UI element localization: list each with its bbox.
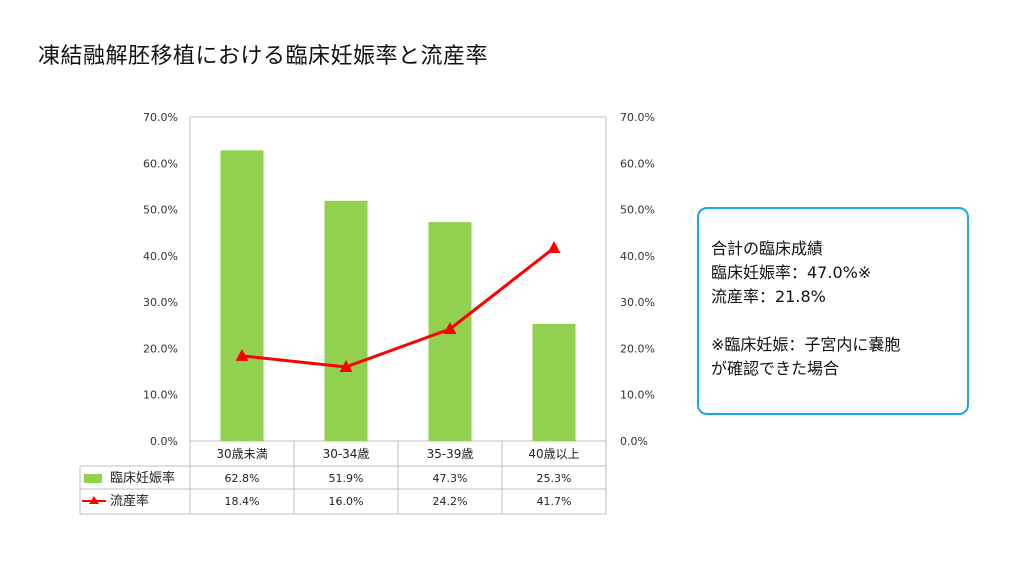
y-tick-label-right: 60.0% [620,157,655,170]
y-tick-label-left: 70.0% [143,111,178,124]
y-tick-label-left: 0.0% [150,435,178,448]
note-spacer [711,309,967,333]
table-value: 51.9% [329,472,364,485]
point-miscarriage-rate [339,359,353,372]
point-miscarriage-rate [235,348,249,361]
y-tick-label-left: 40.0% [143,250,178,263]
legend-label: 流産率 [110,493,149,509]
category-label: 30歳未満 [216,447,267,461]
table-value: 18.4% [225,495,260,508]
summary-note-box: 合計の臨床成績 臨床妊娠率：47.0%※ 流産率：21.8% ※臨床妊娠：子宮内… [697,207,969,415]
y-tick-label-left: 60.0% [143,157,178,170]
point-miscarriage-rate [547,240,561,253]
category-label: 30-34歳 [323,447,370,461]
table-value: 62.8% [225,472,260,485]
page-title: 凍結融解胚移植における臨床妊娠率と流産率 [38,44,489,69]
y-tick-label-left: 50.0% [143,204,178,217]
note-definition-2: が確認できた場合 [711,359,840,378]
table-value: 16.0% [329,495,364,508]
note-miscarriage-rate: 流産率：21.8% [711,287,826,306]
line-miscarriage-rate [241,246,555,369]
bar-pregnancy-rate [220,150,264,441]
legend-label: 臨床妊娠率 [110,470,175,486]
y-tick-label-right: 10.0% [620,389,655,402]
y-tick-label-left: 10.0% [143,389,178,402]
point-miscarriage-rate [443,321,457,334]
y-tick-label-left: 30.0% [143,296,178,309]
y-tick-label-right: 40.0% [620,250,655,263]
table-value: 25.3% [537,472,572,485]
y-tick-label-right: 70.0% [620,111,655,124]
category-label: 40歳以上 [528,447,579,461]
note-heading: 合計の臨床成績 [711,239,824,258]
y-tick-label-left: 20.0% [143,342,178,355]
legend-key-marker [89,496,99,504]
table-value: 47.3% [433,472,468,485]
y-tick-label-right: 30.0% [620,296,655,309]
y-tick-label-right: 0.0% [620,435,648,448]
y-tick-label-right: 20.0% [620,342,655,355]
legend-key-bar [84,474,102,483]
bar-pregnancy-rate [324,200,368,441]
bar-pregnancy-rate [532,323,576,441]
category-label: 35-39歳 [427,447,474,461]
table-value: 41.7% [537,495,572,508]
note-definition-1: ※臨床妊娠：子宮内に嚢胞 [711,335,901,354]
note-pregnancy-rate: 臨床妊娠率：47.0%※ [711,263,872,282]
table-value: 24.2% [433,495,468,508]
y-tick-label-right: 50.0% [620,204,655,217]
